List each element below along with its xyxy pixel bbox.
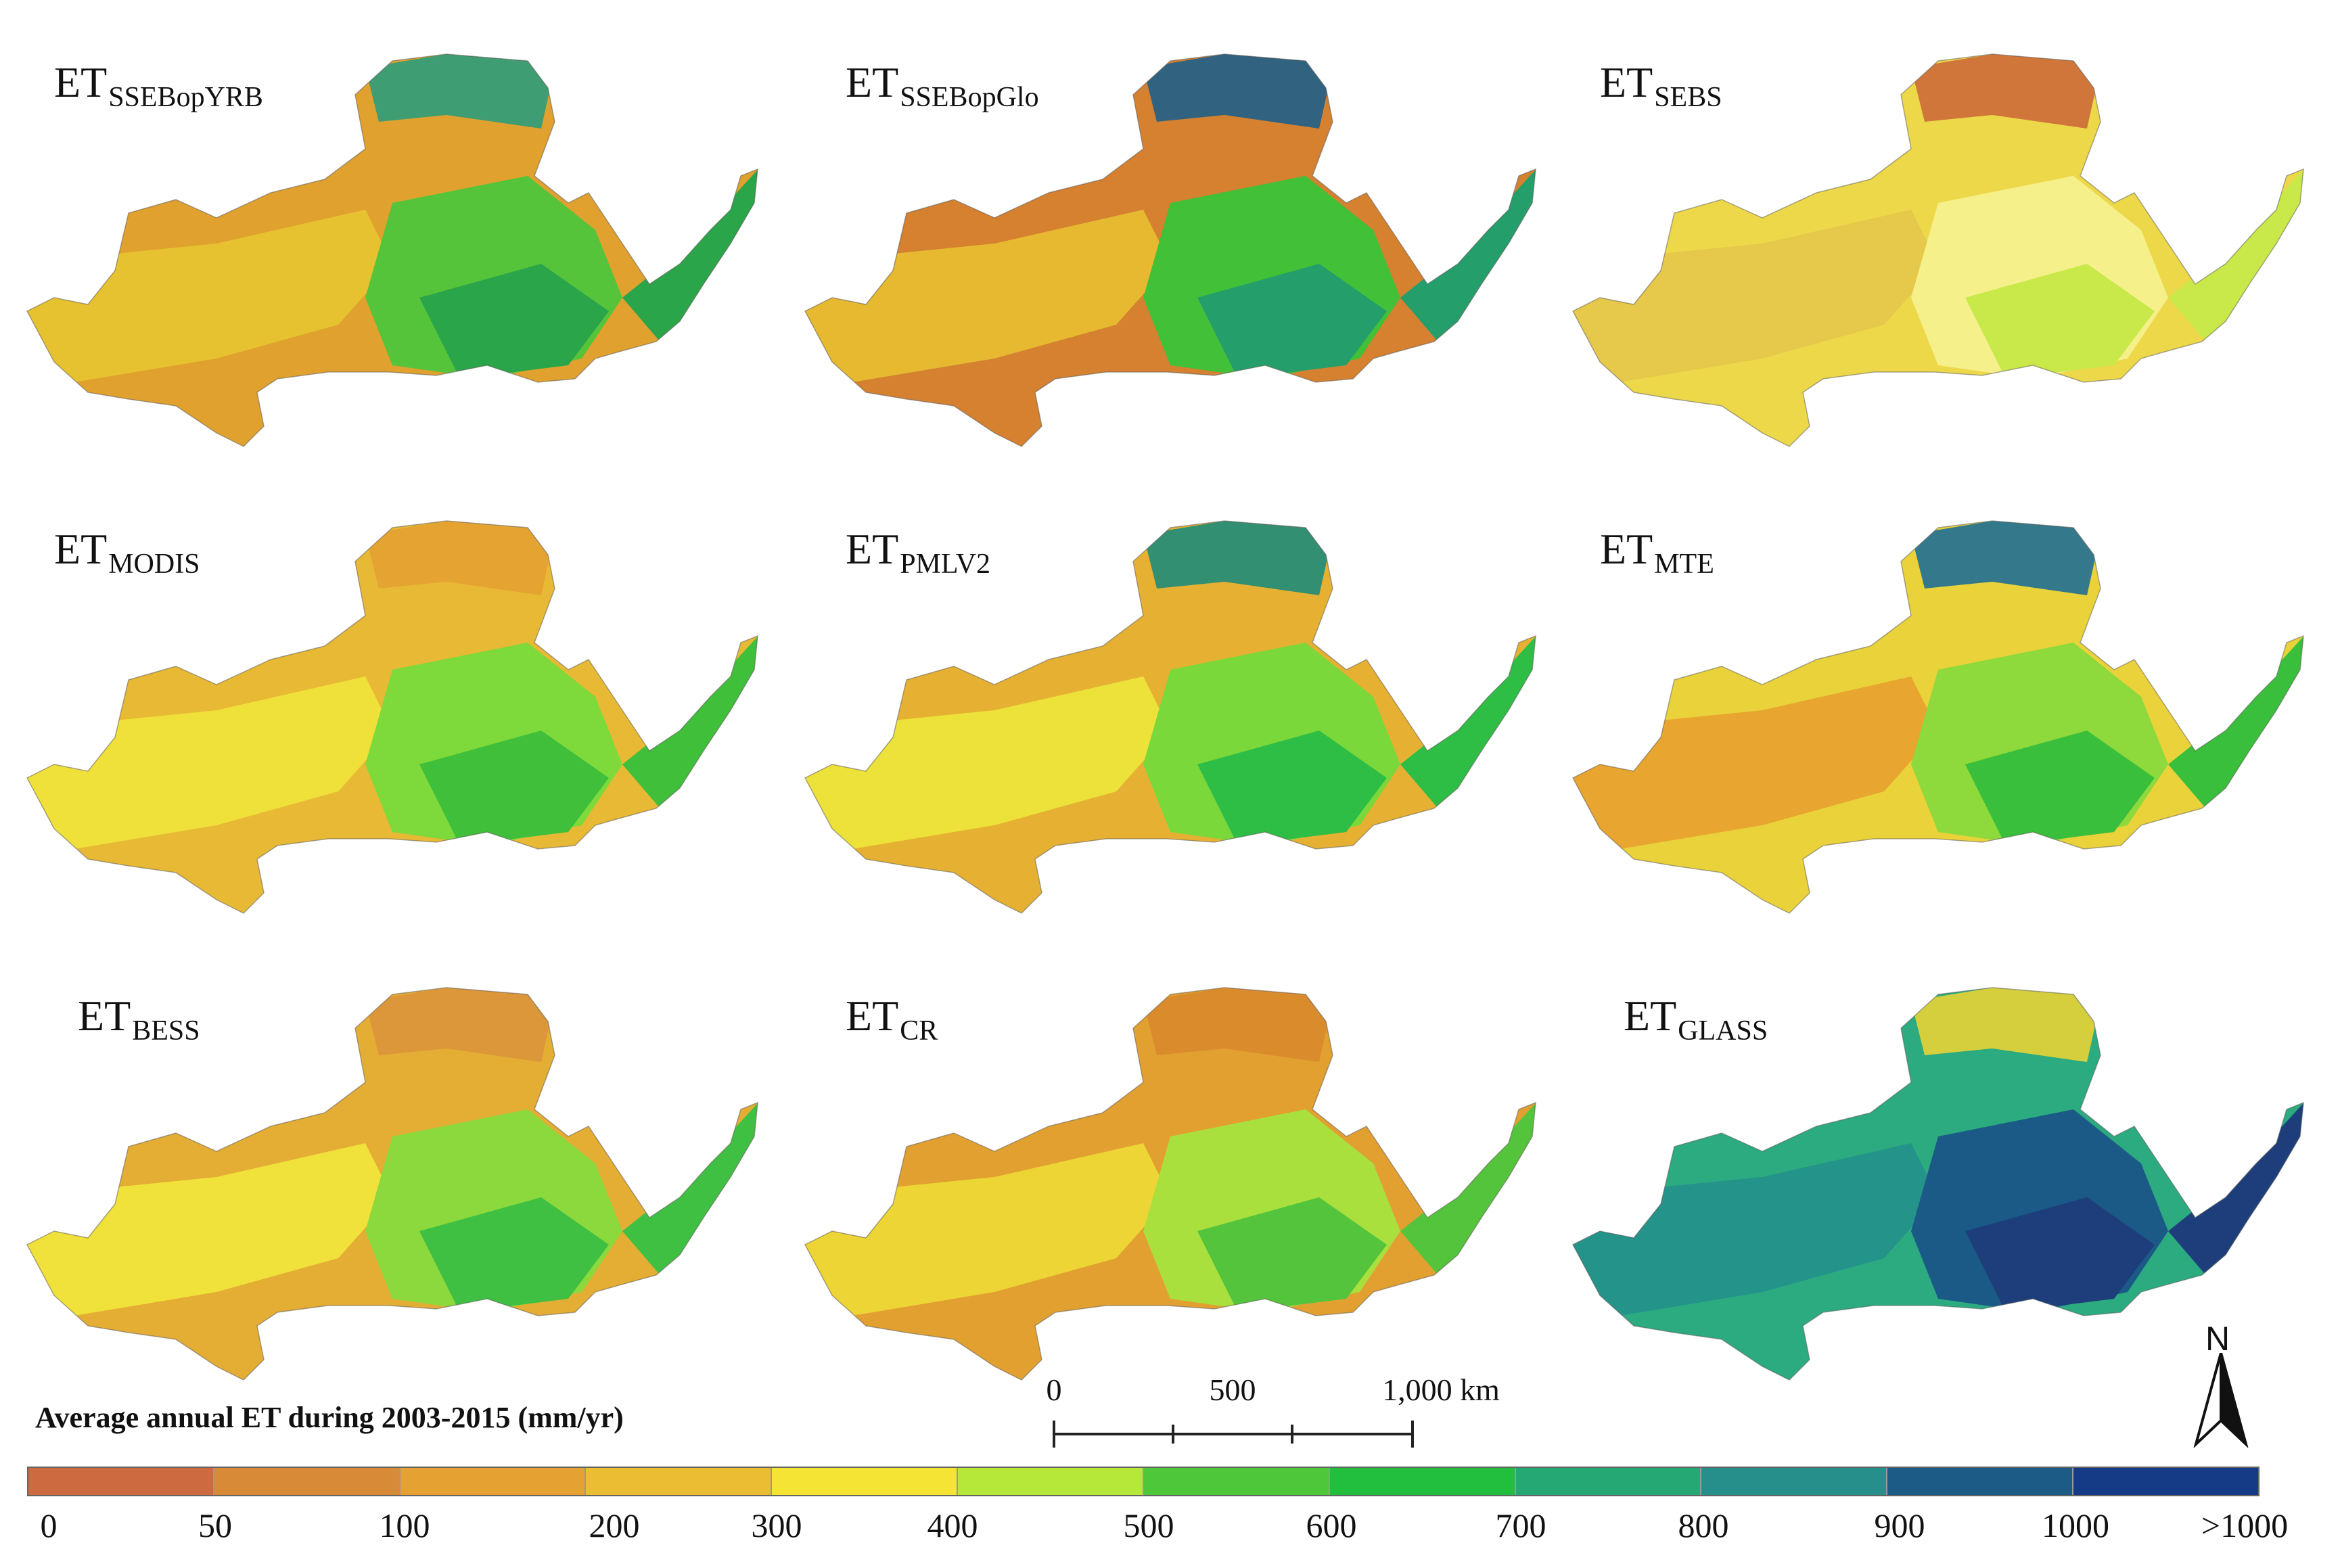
legend-tick-label: >1000 <box>2201 1506 2289 1544</box>
panel-title-main: ET <box>1624 992 1677 1040</box>
map-panel-mte: ETMTE <box>1559 507 2337 967</box>
legend-tick-label: 100 <box>379 1506 430 1544</box>
legend-tick-label: 500 <box>1123 1506 1174 1544</box>
basin-map-ssebopglo <box>804 53 1536 447</box>
legend-tick-label: 300 <box>751 1506 802 1544</box>
panel-title-pmlv2: ETPMLV2 <box>846 525 991 580</box>
legend-swatch-9 <box>1701 1468 1888 1495</box>
legend-swatch-2 <box>400 1468 587 1495</box>
panel-title-ssebopglo: ETSSEBopGlo <box>846 61 1039 112</box>
basin-map-sebs <box>1572 53 2304 447</box>
legend-swatch-10 <box>1887 1468 2074 1495</box>
panel-title-ssebopyrb: ETSSEBopYRB <box>54 61 263 112</box>
panel-title-subscript: MTE <box>1654 549 1714 580</box>
legend-swatch-5 <box>958 1468 1144 1495</box>
panel-title-subscript: SSEBopYRB <box>108 82 263 113</box>
north-label: N <box>2205 1320 2230 1358</box>
panel-title-bess: ETBESS <box>78 992 200 1046</box>
basin-map-cr <box>804 987 1536 1381</box>
panel-title-subscript: PMLV2 <box>900 549 991 580</box>
legend-tick-label: 1000 <box>2042 1506 2109 1544</box>
map-panel-glass: ETGLASS <box>1559 974 2337 1434</box>
legend-swatch-1 <box>214 1468 400 1495</box>
north-arrow-icon <box>2193 1353 2249 1448</box>
legend-tick-label: 600 <box>1306 1506 1357 1544</box>
basin-map-mte <box>1572 520 2304 914</box>
basin-map-modis <box>26 520 758 914</box>
legend-swatch-8 <box>1515 1468 1702 1495</box>
scale-label-500: 500 <box>1209 1373 1256 1407</box>
map-panel-modis: ETMODIS <box>14 507 792 967</box>
legend-tick-label: 400 <box>927 1506 978 1544</box>
legend-color-bar <box>27 1467 2259 1496</box>
panel-title-main: ET <box>78 992 131 1040</box>
panel-title-main: ET <box>54 525 108 573</box>
legend-swatch-11 <box>2073 1468 2258 1495</box>
legend-tick-label: 50 <box>198 1506 232 1544</box>
panel-title-subscript: SEBS <box>1654 82 1722 113</box>
legend-tick-label: 900 <box>1874 1506 1925 1544</box>
panel-title-subscript: SSEBopGlo <box>900 82 1039 113</box>
panel-title-modis: ETMODIS <box>54 525 200 580</box>
basin-map-bess <box>26 987 758 1381</box>
panel-title-main: ET <box>54 58 108 106</box>
legend-swatch-0 <box>28 1468 214 1495</box>
legend-title: Average annual ET during 2003-2015 (mm/y… <box>35 1401 624 1434</box>
panel-title-subscript: CR <box>900 1015 938 1046</box>
legend-swatch-7 <box>1329 1468 1516 1495</box>
panel-title-main: ET <box>846 992 899 1040</box>
legend-tick-label: 800 <box>1678 1506 1729 1544</box>
panel-title-glass: ETGLASS <box>1624 992 1768 1046</box>
basin-map-glass <box>1572 987 2304 1381</box>
basin-map-ssebopyrb <box>26 53 758 447</box>
scale-label-1000: 1,000 km <box>1382 1373 1500 1407</box>
panel-title-subscript: BESS <box>132 1015 200 1046</box>
map-panel-bess: ETBESS <box>14 974 792 1434</box>
map-panel-ssebopglo: ETSSEBopGlo <box>792 41 1569 501</box>
legend-tick-label: 200 <box>589 1506 640 1544</box>
scale-label-0: 0 <box>1046 1373 1062 1407</box>
legend-tick-label: 0 <box>40 1506 58 1544</box>
basin-map-pmlv2 <box>804 520 1536 914</box>
panel-title-main: ET <box>1600 58 1653 106</box>
legend-swatch-6 <box>1143 1468 1330 1495</box>
map-panel-sebs: ETSEBS <box>1559 41 2337 501</box>
legend-swatch-4 <box>772 1468 959 1495</box>
panel-title-sebs: ETSEBS <box>1600 61 1722 112</box>
panel-title-main: ET <box>1600 525 1653 573</box>
panel-title-subscript: MODIS <box>108 549 200 580</box>
legend-tick-label: 700 <box>1495 1506 1546 1544</box>
panel-title-main: ET <box>846 58 899 106</box>
map-panel-pmlv2: ETPMLV2 <box>792 507 1569 967</box>
legend-swatch-3 <box>586 1468 773 1495</box>
map-panel-cr: ETCR <box>792 974 1569 1434</box>
panel-title-subscript: GLASS <box>1678 1015 1768 1046</box>
map-panel-ssebopyrb: ETSSEBopYRB <box>14 41 792 501</box>
panel-title-cr: ETCR <box>846 992 938 1046</box>
panel-title-mte: ETMTE <box>1600 525 1714 580</box>
panel-title-main: ET <box>846 525 899 573</box>
